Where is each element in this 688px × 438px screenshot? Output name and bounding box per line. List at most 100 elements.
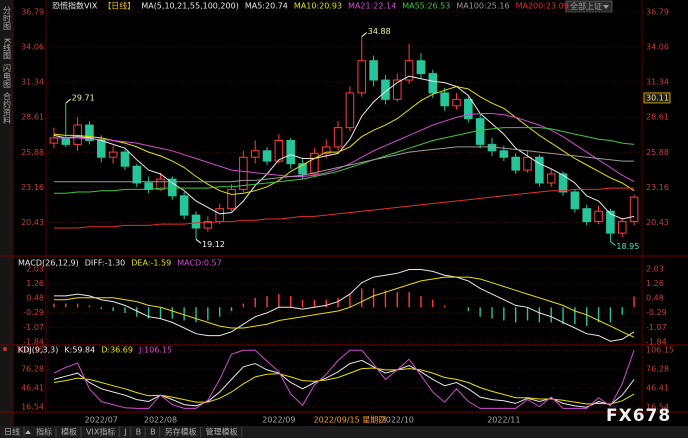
candle-body xyxy=(535,156,544,184)
legend-entry: MA10:20.93 xyxy=(294,2,342,11)
tab[interactable]: 日线 xyxy=(4,427,20,437)
price-marker-box xyxy=(643,92,671,104)
ma-line xyxy=(53,85,635,196)
y-tick-label-right: -1.07 xyxy=(646,323,667,332)
candle-body xyxy=(452,98,461,107)
y-tick-label: 23.16 xyxy=(21,183,44,192)
sidebar-tab[interactable]: 闪电图 xyxy=(3,64,12,89)
y-tick-label-right: 20.43 xyxy=(646,218,669,227)
candle-body xyxy=(617,221,627,234)
y-tick-label-right: 28.61 xyxy=(646,113,669,122)
candle-body xyxy=(215,208,224,223)
indicator-title: MACD(26,12,9) xyxy=(18,259,79,268)
x-tick-label: 2022/09 xyxy=(262,416,295,425)
candle-body xyxy=(168,178,177,197)
candle-body xyxy=(475,118,485,145)
y-tick-label: 31.34 xyxy=(21,78,44,87)
y-tick-label: 36.79 xyxy=(21,7,44,16)
y-tick-label-right: 76.28 xyxy=(646,365,669,374)
candle-body xyxy=(250,150,260,158)
tab[interactable]: 另存模板 xyxy=(165,427,197,437)
y-tick-label: -0.29 xyxy=(23,308,44,317)
annotation-leader xyxy=(610,241,616,246)
annotation-leader xyxy=(361,32,368,37)
candle-body xyxy=(120,151,130,167)
y-tick-label: -1.07 xyxy=(23,323,44,332)
candle-body xyxy=(428,73,438,94)
candle-body xyxy=(416,60,426,75)
tab[interactable]: 管理模板 xyxy=(206,427,238,437)
cursor-date: 2022/09/15 星期四 xyxy=(314,416,387,425)
candle-body xyxy=(274,140,284,162)
tab[interactable]: J xyxy=(123,428,126,437)
candle-body xyxy=(381,79,390,100)
candle-body xyxy=(61,137,71,145)
candle-body xyxy=(73,124,82,145)
annotation: 29.71 xyxy=(72,94,95,103)
candle-body xyxy=(239,156,248,190)
y-tick-label: 20.43 xyxy=(21,218,44,227)
candle-body xyxy=(286,140,296,165)
y-tick-label: -1.84 xyxy=(23,337,44,346)
candle-body xyxy=(558,173,568,193)
candle-body xyxy=(629,196,639,223)
candle-body xyxy=(333,127,343,148)
y-tick-label-right: -1.84 xyxy=(646,337,667,346)
candle-body xyxy=(191,214,201,229)
tab[interactable]: VIX指标 xyxy=(86,427,115,437)
price-marker: 30.11 xyxy=(646,93,669,102)
legend-entry: DIFF:-1.30 xyxy=(85,259,126,268)
y-tick-label-right: -0.29 xyxy=(646,308,667,317)
legend-entry: MA21:22.14 xyxy=(348,2,396,11)
y-tick-label-right: 31.34 xyxy=(646,78,669,87)
y-tick-label-right: 16.54 xyxy=(646,402,669,411)
legend-entry: MA55:26.53 xyxy=(402,2,450,11)
annotation: 34.88 xyxy=(368,27,391,36)
legend-entry: D:36.69 xyxy=(101,346,133,355)
ma-label: MA(5,10,21,55,100,200) xyxy=(141,2,239,11)
candle-body xyxy=(606,210,615,234)
tab[interactable]: B xyxy=(150,428,156,437)
candle-body xyxy=(108,151,118,158)
candle-body xyxy=(582,208,592,223)
legend-entry: MA200:23.09 xyxy=(516,2,569,11)
indicator-line xyxy=(53,276,635,338)
candle-body xyxy=(179,195,189,216)
period: 【日线】 xyxy=(103,1,135,11)
indicator-icon xyxy=(3,347,7,351)
sidebar-tab[interactable]: 合约资料 xyxy=(3,91,12,125)
y-tick-label-right: 36.79 xyxy=(646,7,669,16)
y-tick-label-right: 106.15 xyxy=(646,346,674,355)
candle-body xyxy=(85,124,94,142)
candle-body xyxy=(96,140,106,158)
x-tick-label: 2022/07 xyxy=(85,416,118,425)
candle-body xyxy=(156,178,165,190)
candle-body xyxy=(310,152,319,175)
annotation-leader xyxy=(195,238,202,244)
sidebar-tab[interactable]: 分时图 xyxy=(3,6,12,31)
tab[interactable]: 指标 xyxy=(36,427,52,437)
candle-body xyxy=(369,60,378,81)
tab-arrow xyxy=(25,430,31,434)
candle-body xyxy=(511,156,520,171)
legend-entry: MACD:0.57 xyxy=(177,259,222,268)
y-tick-label: 16.54 xyxy=(21,402,44,411)
candle-body xyxy=(464,98,473,120)
candle-body xyxy=(392,79,402,100)
candle-body xyxy=(440,92,449,107)
y-tick-label-right: 25.88 xyxy=(646,148,669,157)
sidebar-tab[interactable]: K线图 xyxy=(3,38,12,60)
tab[interactable]: B xyxy=(136,428,142,437)
candle-body xyxy=(298,163,307,175)
annotation: 18.95 xyxy=(616,242,639,251)
candle-body xyxy=(144,182,153,190)
candle-body xyxy=(523,156,532,171)
selector-text[interactable]: 全部上证 xyxy=(570,1,602,11)
y-tick-label: 0.48 xyxy=(26,294,44,303)
y-tick-label-right: 1.26 xyxy=(646,279,664,288)
tab[interactable]: 模板 xyxy=(61,427,77,437)
candle-body xyxy=(499,150,509,158)
y-tick-label-right: 0.48 xyxy=(646,294,664,303)
